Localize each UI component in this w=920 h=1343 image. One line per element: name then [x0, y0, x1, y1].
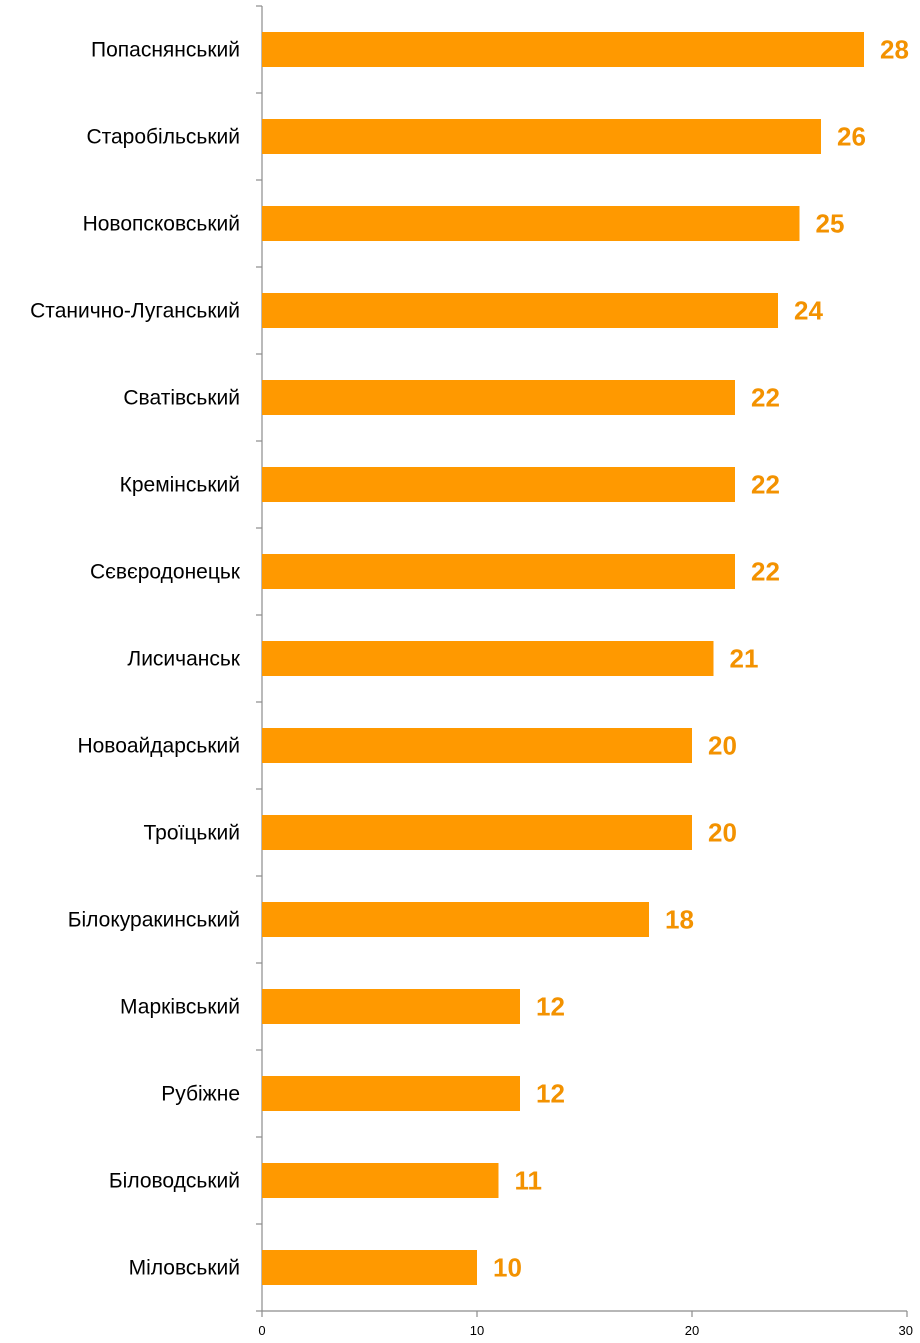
category-label: Троїцький: [144, 822, 240, 845]
data-label: 12: [536, 992, 565, 1022]
category-label: Міловський: [129, 1257, 240, 1280]
category-label: Білокуракинський: [68, 909, 240, 932]
data-label: 28: [880, 35, 909, 65]
bar: [262, 293, 778, 328]
category-label: Біловодський: [109, 1170, 240, 1193]
data-label: 24: [794, 296, 823, 326]
bar: [262, 380, 735, 415]
x-tick-label: 30: [899, 1323, 913, 1338]
data-label: 26: [837, 122, 866, 152]
bar: [262, 554, 735, 589]
category-label: Старобільський: [86, 126, 240, 149]
data-label: 20: [708, 818, 737, 848]
bar: [262, 32, 864, 67]
data-label: 22: [751, 383, 780, 413]
category-labels: Попаснянський Старобільський Новопсковськи…: [30, 39, 241, 1280]
data-label: 10: [493, 1253, 522, 1283]
data-label: 12: [536, 1079, 565, 1109]
category-label: Рубіжне: [161, 1083, 240, 1106]
bar: [262, 206, 800, 241]
bars: [262, 32, 864, 1285]
bar: [262, 815, 692, 850]
bar: [262, 119, 821, 154]
bar: [262, 1163, 499, 1198]
x-tick-label: 20: [685, 1323, 699, 1338]
x-tick-label: 10: [470, 1323, 484, 1338]
x-axis: 0 10 20 30: [258, 1310, 913, 1338]
category-label: Кремінський: [120, 474, 240, 497]
bar: [262, 902, 649, 937]
category-label: Сєвєродонецьк: [90, 561, 241, 584]
data-label: 11: [515, 1166, 543, 1196]
data-label: 21: [730, 644, 759, 674]
category-label: Лисичанськ: [127, 648, 240, 671]
data-label: 22: [751, 557, 780, 587]
data-label: 20: [708, 731, 737, 761]
bar: [262, 467, 735, 502]
bar: [262, 728, 692, 763]
data-label: 25: [816, 209, 845, 239]
x-tick-label: 0: [258, 1323, 265, 1338]
category-label: Новоайдарський: [77, 735, 240, 758]
value-labels: 28 26 25 24 22 22 22 21 20 20 18 12 12 11 10: [493, 35, 909, 1283]
data-label: 22: [751, 470, 780, 500]
category-label: Марківський: [120, 996, 240, 1019]
category-label: Новопсковський: [83, 213, 240, 236]
data-label: 18: [665, 905, 694, 935]
bar: [262, 1076, 520, 1111]
bar: [262, 641, 714, 676]
category-label: Сватівський: [123, 387, 240, 410]
bar: [262, 989, 520, 1024]
category-label: Станично-Луганський: [30, 300, 240, 323]
bar: [262, 1250, 477, 1285]
category-label: Попаснянський: [91, 39, 240, 62]
y-axis: [256, 5, 263, 1312]
